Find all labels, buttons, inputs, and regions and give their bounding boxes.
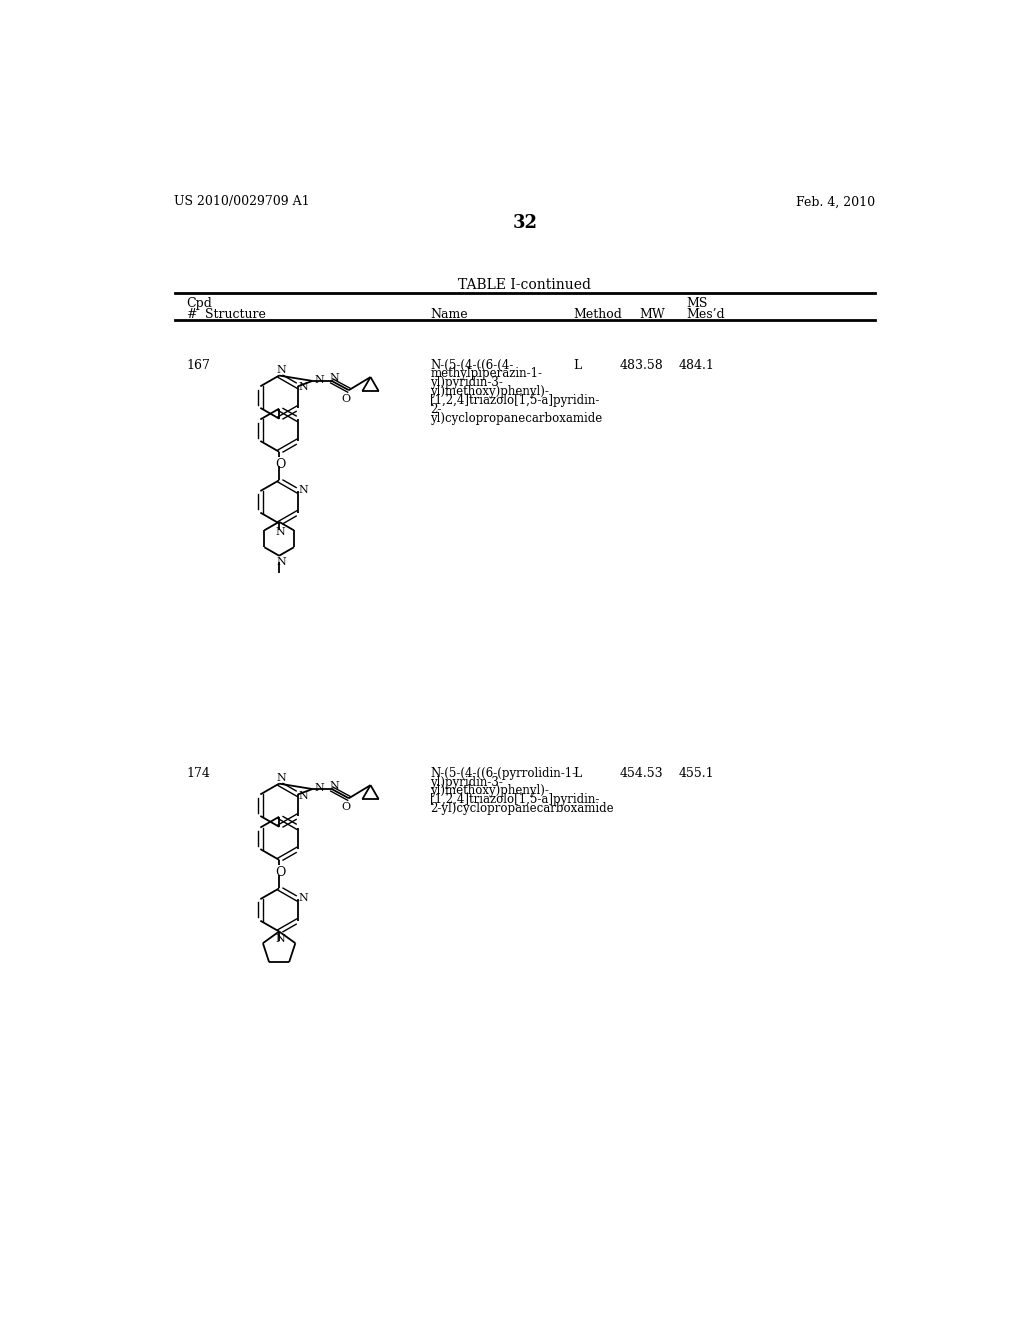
Text: 484.1: 484.1: [678, 359, 714, 372]
Text: N: N: [299, 383, 308, 392]
Text: Cpd: Cpd: [186, 297, 212, 310]
Text: yl)pyridin-3-: yl)pyridin-3-: [430, 776, 503, 788]
Text: N: N: [299, 892, 308, 903]
Text: TABLE I-continued: TABLE I-continued: [459, 277, 591, 292]
Text: N: N: [299, 791, 308, 800]
Text: N: N: [299, 484, 308, 495]
Text: Mes’d: Mes’d: [686, 308, 725, 321]
Text: N: N: [330, 374, 339, 383]
Text: [1,2,4]triazolo[1,5-a]pyridin-: [1,2,4]triazolo[1,5-a]pyridin-: [430, 793, 600, 807]
Text: Structure: Structure: [206, 308, 266, 321]
Text: L: L: [573, 767, 582, 780]
Text: 32: 32: [512, 214, 538, 232]
Text: O: O: [275, 866, 286, 879]
Text: 483.58: 483.58: [621, 359, 664, 372]
Text: N: N: [275, 527, 285, 537]
Text: N-(5-(4-((6-(pyrrolidin-1-: N-(5-(4-((6-(pyrrolidin-1-: [430, 767, 577, 780]
Text: yl)cyclopropanecarboxamide: yl)cyclopropanecarboxamide: [430, 412, 602, 425]
Text: [1,2,4]triazolo[1,5-a]pyridin-: [1,2,4]triazolo[1,5-a]pyridin-: [430, 395, 600, 407]
Text: N: N: [276, 364, 286, 375]
Text: yl)methoxy)phenyl)-: yl)methoxy)phenyl)-: [430, 385, 549, 399]
Text: 455.1: 455.1: [678, 767, 714, 780]
Text: US 2010/0029709 A1: US 2010/0029709 A1: [174, 195, 310, 209]
Text: MS: MS: [686, 297, 708, 310]
Text: 2-yl)cyclopropanecarboxamide: 2-yl)cyclopropanecarboxamide: [430, 803, 613, 816]
Text: 2-: 2-: [430, 403, 441, 416]
Text: #: #: [186, 308, 197, 321]
Text: 167: 167: [186, 359, 210, 372]
Text: O: O: [341, 395, 350, 404]
Text: Method: Method: [573, 308, 623, 321]
Text: N: N: [275, 933, 285, 944]
Text: methylpiperazin-1-: methylpiperazin-1-: [430, 367, 543, 380]
Text: 174: 174: [186, 767, 210, 780]
Text: N: N: [314, 375, 325, 384]
Text: O: O: [275, 458, 286, 471]
Text: yl)methoxy)phenyl)-: yl)methoxy)phenyl)-: [430, 784, 549, 797]
Text: N: N: [314, 783, 325, 793]
Text: N-(5-(4-((6-(4-: N-(5-(4-((6-(4-: [430, 359, 514, 372]
Text: N: N: [276, 774, 286, 783]
Text: N: N: [276, 557, 286, 568]
Text: L: L: [573, 359, 582, 372]
Text: Name: Name: [430, 308, 468, 321]
Text: 454.53: 454.53: [621, 767, 664, 780]
Text: N: N: [330, 781, 339, 791]
Text: MW: MW: [640, 308, 666, 321]
Text: O: O: [341, 803, 350, 812]
Text: Feb. 4, 2010: Feb. 4, 2010: [796, 195, 876, 209]
Text: yl)pyridin-3-: yl)pyridin-3-: [430, 376, 503, 389]
